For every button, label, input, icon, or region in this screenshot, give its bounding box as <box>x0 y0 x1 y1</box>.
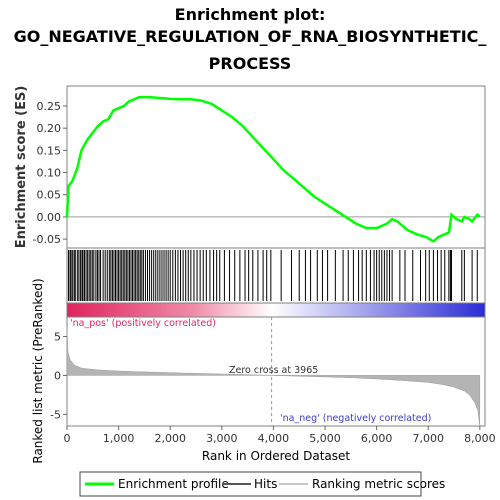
hits-marks <box>68 250 478 301</box>
metric-x-tick-label: 8,000 <box>464 432 496 445</box>
metric-x-tick-label: 3,000 <box>206 432 238 445</box>
metric-y-tick-label: 5 <box>54 330 61 343</box>
es-y-tick-label: 0.25 <box>37 100 62 113</box>
rank-color-bar <box>66 302 486 318</box>
metric-x-tick-label: 2,000 <box>154 432 186 445</box>
metric-x-tick-label: 6,000 <box>361 432 393 445</box>
legend-hits-label: Hits <box>254 477 277 491</box>
es-y-tick-label: 0.05 <box>37 189 62 202</box>
metric-y-axis: 5 0 -5 <box>50 330 67 421</box>
metric-x-tick-label: 1,000 <box>103 432 135 445</box>
plot-title-line-3: PROCESS <box>209 54 292 73</box>
ranking-metric-area <box>66 328 481 427</box>
pos-correlated-label: 'na_pos' (positively correlated) <box>70 318 216 329</box>
metric-y-tick-label: -5 <box>50 408 61 421</box>
plot-title-line-1: Enrichment plot: <box>175 5 326 24</box>
es-panel-frame <box>66 85 486 249</box>
metric-x-tick-label: 0 <box>64 432 71 445</box>
enrichment-profile-line <box>65 95 481 243</box>
es-y-tick-label: 0.20 <box>37 122 62 135</box>
metric-x-axis: 0 1,000 2,000 3,000 4,000 5,000 6,000 7,000 8,00… <box>64 426 496 445</box>
legend-box <box>79 471 422 497</box>
es-y-tick-label: 0.00 <box>37 211 62 224</box>
metric-y-axis-label: Ranked list metric (PreRanked) <box>31 278 45 463</box>
legend: Enrichment profile Hits Ranking metric s… <box>79 471 445 497</box>
es-y-tick-label: 0.15 <box>37 144 62 157</box>
es-y-axis: 0.25 0.20 0.15 0.10 0.05 0.00 -0.05 <box>33 100 67 246</box>
legend-metric-label: Ranking metric scores <box>312 477 445 491</box>
metric-y-tick-label: 0 <box>54 369 61 382</box>
es-y-axis-label: Enrichment score (ES) <box>14 86 29 249</box>
legend-enrichment-label: Enrichment profile <box>118 477 229 491</box>
es-y-tick-label: 0.10 <box>37 167 62 180</box>
plot-title-line-2: GO_NEGATIVE_REGULATION_OF_RNA_BIOSYNTHET… <box>14 27 487 46</box>
metric-x-tick-label: 5,000 <box>309 432 341 445</box>
metric-x-axis-label: Rank in Ordered Dataset <box>202 449 350 463</box>
es-y-tick-label: -0.05 <box>33 233 61 246</box>
metric-x-tick-label: 4,000 <box>258 432 290 445</box>
hits-panel-frame <box>66 247 486 304</box>
metric-x-tick-label: 7,000 <box>412 432 444 445</box>
zero-cross-label: Zero cross at 3965 <box>229 365 318 376</box>
neg-correlated-label: 'na_neg' (negatively correlated) <box>280 413 431 424</box>
